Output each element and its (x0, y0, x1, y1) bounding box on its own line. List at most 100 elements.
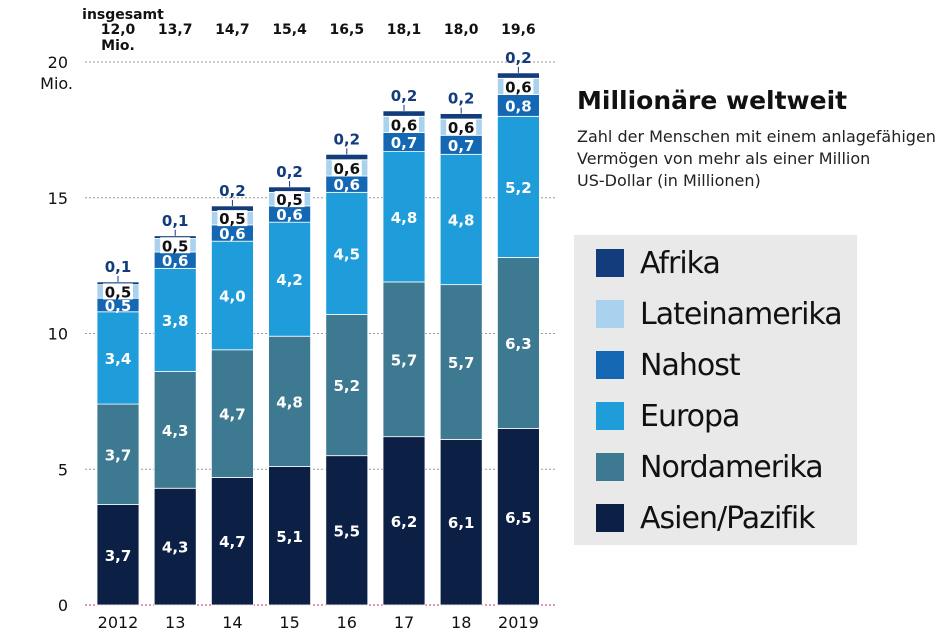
bar-segment-europa (153, 267, 197, 372)
data-label: 0,6 (448, 119, 475, 137)
data-label-box (446, 119, 477, 136)
data-label: 0,2 (505, 49, 532, 67)
bar-segment-asien-pazifik (153, 487, 197, 606)
data-label: 0,6 (276, 206, 303, 224)
legend: Afrika Lateinamerika Nahost Europa Nordameri… (574, 235, 857, 545)
total-label: 19,6 (501, 22, 536, 38)
bar-segment-europa (210, 240, 254, 351)
chart-subtitle: Zahl der Menschen mit einem anlagefähige… (577, 126, 949, 192)
x-tick-label: 2012 (98, 613, 139, 632)
data-label: 0,5 (219, 210, 246, 228)
x-tick-label: 16 (337, 613, 357, 632)
legend-item: Nahost (596, 340, 741, 390)
data-label: 5,1 (276, 528, 303, 546)
data-label: 3,8 (162, 312, 189, 330)
data-label: 6,1 (448, 514, 475, 532)
bar-segment-europa (439, 153, 483, 286)
total-header-label: insgesamt (82, 7, 164, 23)
legend-swatch (596, 453, 624, 481)
data-label: 5,2 (505, 179, 532, 197)
data-label: 5,5 (334, 522, 361, 540)
y-tick-label: 15 (48, 189, 68, 208)
data-label: 0,2 (276, 163, 303, 181)
data-label: 4,0 (219, 287, 246, 305)
total-label: 13,7 (158, 22, 193, 38)
total-label: 12,0 (101, 22, 136, 38)
data-label-box (331, 159, 362, 176)
legend-label: Afrika (640, 245, 721, 281)
data-label: 6,2 (391, 513, 418, 531)
total-label: 18,0 (444, 22, 479, 38)
data-label-box (389, 116, 419, 133)
data-label: 0,8 (505, 97, 532, 115)
data-label: 4,7 (219, 406, 246, 424)
bar-segment-nordamerika (382, 281, 426, 438)
data-label: 0,2 (334, 130, 361, 148)
data-label: 0,7 (448, 137, 475, 155)
total-label: 15,4 (272, 22, 307, 38)
data-label: 0,5 (162, 237, 189, 255)
data-label: 0,6 (219, 225, 246, 243)
data-label: 0,1 (162, 212, 189, 230)
data-label-box (503, 78, 534, 95)
data-label: 0,2 (391, 87, 418, 105)
legend-item: Nordamerika (596, 442, 824, 492)
chart-title: Millionäre weltweit (577, 86, 848, 115)
legend-item: Lateinamerika (596, 289, 843, 339)
bar-segment-asien-pazifik (382, 436, 426, 606)
y-tick-label: 5 (58, 460, 68, 479)
y-axis-unit-label: Mio. (40, 74, 73, 93)
data-label: 0,6 (334, 160, 361, 178)
bar-segment-europa (96, 311, 140, 405)
x-tick-label: 17 (394, 613, 414, 632)
x-tick-label: 13 (165, 613, 185, 632)
data-label: 0,5 (105, 283, 132, 301)
data-label: 0,2 (448, 90, 475, 108)
legend-swatch (596, 402, 624, 430)
legend-swatch (596, 249, 624, 277)
bar-segment-nordamerika (325, 314, 369, 457)
data-label: 4,8 (391, 209, 418, 227)
bar-segment-nordamerika (496, 257, 540, 429)
data-label-box (217, 210, 248, 227)
bar-segment-nordamerika (153, 371, 197, 489)
data-label-box (103, 283, 133, 300)
data-label: 5,7 (448, 354, 475, 372)
x-tick-label: 2019 (498, 613, 539, 632)
data-label-box (160, 237, 191, 254)
legend-item: Afrika (596, 238, 721, 288)
legend-swatch (596, 300, 624, 328)
data-label: 0,1 (105, 258, 132, 276)
bar-segment-asien-pazifik (268, 466, 312, 606)
bar-segment-asien-pazifik (439, 438, 483, 606)
total-label: 14,7 (215, 22, 250, 38)
data-label: 4,5 (334, 245, 361, 263)
data-label: 0,5 (105, 297, 132, 315)
legend-label: Europa (640, 398, 740, 434)
bar-segment-asien-pazifik (496, 428, 540, 606)
legend-label: Lateinamerika (640, 296, 843, 332)
bar-segment-nordamerika (439, 284, 483, 440)
data-label: 0,7 (391, 134, 418, 152)
data-label: 6,3 (505, 335, 532, 353)
data-label-box (274, 191, 305, 208)
data-label: 5,2 (334, 377, 361, 395)
data-label: 3,7 (105, 446, 132, 464)
x-tick-label: 15 (279, 613, 299, 632)
legend-label: Asien/Pazifik (640, 500, 816, 536)
data-label: 4,3 (162, 422, 189, 440)
data-label: 0,6 (334, 176, 361, 194)
y-tick-label: 0 (58, 596, 68, 615)
data-label: 4,3 (162, 539, 189, 557)
legend-swatch (596, 504, 624, 532)
bar-segment-nordamerika (268, 335, 312, 467)
x-tick-label: 14 (222, 613, 242, 632)
subtitle-line: US-Dollar (in Millionen) (577, 171, 761, 190)
data-label: 0,5 (276, 191, 303, 209)
bar-segment-europa (382, 151, 426, 283)
bar-segment-nordamerika (96, 403, 140, 505)
x-tick-label: 18 (451, 613, 471, 632)
data-label: 3,4 (105, 350, 132, 368)
legend-swatch (596, 351, 624, 379)
